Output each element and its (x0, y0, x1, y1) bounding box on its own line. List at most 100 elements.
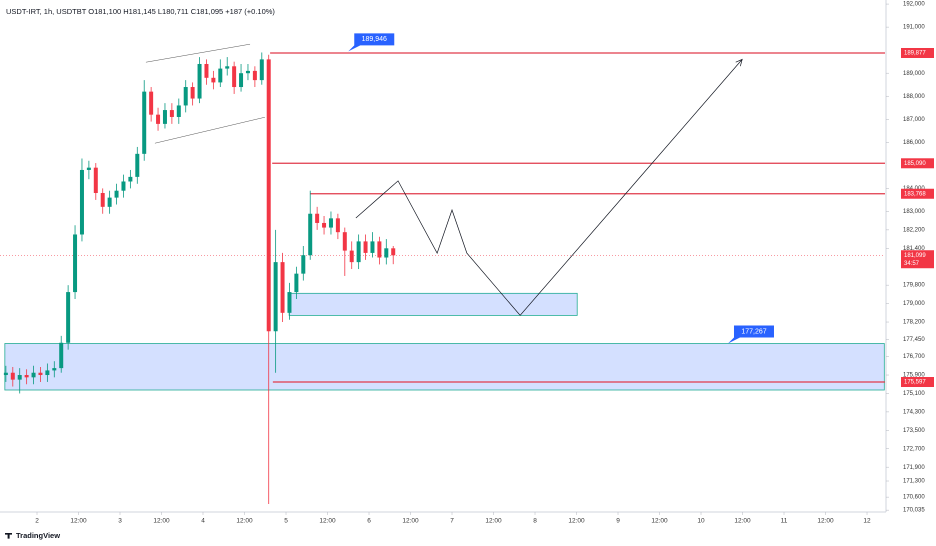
last-price-label: 181,099 (904, 253, 926, 259)
candle-body (190, 87, 195, 99)
x-tick-label: 12:00 (153, 518, 170, 525)
candle-body (197, 63, 202, 99)
plot (0, 43, 885, 505)
y-tick-label: 174,300 (903, 409, 925, 415)
candle-body (149, 91, 154, 115)
candle-body (294, 273, 299, 293)
x-tick-label: 7 (450, 518, 454, 525)
candle-body (183, 87, 188, 106)
candle-body (79, 169, 84, 235)
y-tick-label: 182,200 (903, 227, 925, 233)
callout-box (727, 325, 774, 344)
candle-body (162, 110, 167, 124)
candle-body (128, 176, 133, 182)
wedge-line (145, 43, 251, 63)
candle-body (3, 372, 8, 376)
candle-body (349, 250, 354, 263)
candle-body (93, 167, 98, 194)
y-tick-label: 172,700 (903, 446, 925, 452)
callout-box (348, 33, 395, 52)
y-tick-label: 177,450 (903, 337, 925, 343)
candle-body (176, 105, 181, 117)
price-tag-label: 175,597 (904, 380, 926, 386)
candle-body (239, 73, 244, 88)
price-tag-label: 183,768 (904, 191, 926, 197)
x-tick-label: 8 (533, 518, 537, 525)
callout-label: 189,946 (362, 36, 387, 43)
candle-body (370, 241, 375, 253)
candle-body (121, 181, 126, 191)
y-tick-label: 186,000 (903, 140, 925, 146)
candle-body (266, 59, 271, 332)
projection-path (355, 59, 743, 316)
candle-body (204, 63, 209, 78)
candle-body (52, 368, 57, 371)
candle-body (218, 68, 223, 83)
price-tag-label: 189,877 (904, 51, 926, 57)
x-tick-label: 12:00 (651, 518, 668, 525)
x-tick-label: 12 (863, 518, 871, 525)
x-tick-label: 11 (781, 518, 788, 525)
candle-body (308, 213, 313, 256)
candle-body (342, 232, 347, 251)
x-tick-label: 12:00 (568, 518, 585, 525)
brand: TradingView (16, 531, 60, 540)
x-tick-label: 12:00 (236, 518, 253, 525)
x-tick-label: 4 (201, 518, 205, 525)
candle-body (156, 114, 161, 124)
y-tick-label: 178,200 (903, 320, 925, 326)
brand-logo (5, 533, 12, 539)
price-tag (901, 188, 934, 199)
candle-body (59, 342, 64, 369)
candle-body (335, 218, 340, 233)
y-tick-label: 181,400 (903, 246, 925, 252)
y-tick-label: 171,300 (903, 479, 925, 485)
candle-body (17, 375, 22, 380)
y-tick-label: 192,000 (903, 2, 925, 8)
candle-body (38, 372, 43, 376)
candle-body (259, 59, 264, 81)
candle-body (135, 153, 140, 177)
candle-body (100, 193, 105, 207)
candle-body (86, 167, 91, 170)
y-tick-label: 188,000 (903, 94, 925, 100)
x-tick-label: 2 (35, 518, 39, 525)
candle-body (10, 372, 15, 380)
candle-body (107, 197, 112, 207)
x-tick-label: 10 (697, 518, 705, 525)
x-tick-label: 5 (284, 518, 288, 525)
y-tick-label: 183,000 (903, 209, 925, 215)
candle-body (73, 234, 78, 293)
candle-body (245, 70, 250, 74)
candle-body (252, 70, 257, 81)
candle-body (322, 222, 327, 228)
candle-body (232, 66, 237, 88)
y-tick-label: 189,000 (903, 71, 925, 77)
price-tag (901, 377, 934, 388)
x-tick-label: 12:00 (817, 518, 834, 525)
candle-body (391, 248, 396, 256)
y-tick-label: 175,100 (903, 391, 925, 397)
candle-body (384, 248, 389, 258)
x-tick-label: 12:00 (319, 518, 336, 525)
candle-body (114, 190, 119, 198)
y-tick-label: 170,035 (903, 508, 925, 514)
candle-body (142, 91, 147, 154)
x-tick-label: 12:00 (70, 518, 87, 525)
y-tick-label: 191,000 (903, 25, 925, 31)
y-tick-label: 187,000 (903, 117, 925, 123)
candle-body (211, 77, 216, 83)
candle-body (280, 262, 285, 313)
x-tick-label: 12:00 (734, 518, 751, 525)
candle-body (377, 241, 382, 258)
price-tag (901, 158, 934, 169)
candle-body (225, 66, 230, 69)
x-tick-label: 3 (118, 518, 122, 525)
zone (288, 292, 578, 316)
y-tick-label: 176,700 (903, 354, 925, 360)
price-tag (901, 47, 934, 58)
candle-body (315, 213, 320, 223)
candle-body (273, 262, 278, 332)
